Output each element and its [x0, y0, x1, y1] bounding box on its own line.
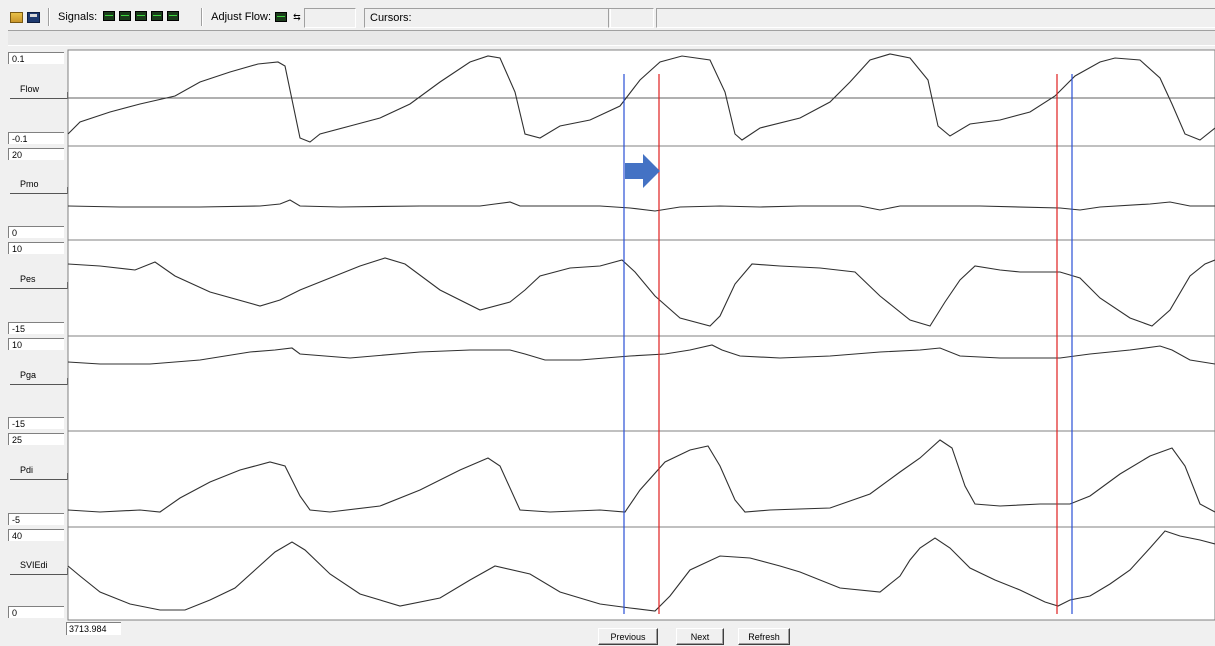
channel-name: Flow: [20, 84, 40, 94]
scale-min-field[interactable]: -0.1: [8, 132, 64, 144]
next-button-label: Next: [690, 632, 710, 642]
pdi-waveform: [67, 439, 1215, 513]
scale-min-field[interactable]: -5: [8, 513, 64, 525]
signals-label: Signals:: [58, 11, 98, 23]
previous-button-label: Previous: [610, 632, 646, 642]
refresh-button[interactable]: Refresh: [738, 628, 790, 645]
arrow-right-icon: [625, 154, 660, 188]
plot-area: [67, 49, 1215, 621]
scale-max-field[interactable]: 40: [8, 529, 64, 541]
sviedi-waveform: [67, 530, 1215, 612]
toolbar-separator: [48, 8, 50, 26]
scale-max-field[interactable]: 0.1: [8, 52, 64, 64]
channel-name: Pdi: [20, 465, 34, 475]
scale-min-field[interactable]: -15: [8, 417, 64, 429]
channel-name: SVIEdi: [20, 559, 48, 570]
channel-name: Pga: [20, 369, 37, 380]
scale-max-field[interactable]: 10: [8, 338, 64, 350]
signal-icon[interactable]: [167, 10, 180, 21]
toolbar-separator: [201, 8, 204, 26]
time-readout: 3713.984: [66, 622, 121, 635]
scale-max-field[interactable]: 20: [8, 148, 64, 160]
adjust-flow-label: Adjust Flow:: [211, 11, 272, 23]
scale-min-field[interactable]: 0: [8, 226, 64, 238]
cursors-field: Cursors:: [364, 8, 611, 28]
adjust-flow-icon[interactable]: ⇆: [293, 12, 301, 22]
pmo-waveform: [67, 199, 1215, 212]
cursors-label: Cursors:: [370, 12, 412, 24]
adjust-flow-signal-icon[interactable]: [275, 12, 288, 22]
pes-waveform: [67, 257, 1215, 327]
scale-max-field[interactable]: 10: [8, 242, 64, 254]
status-field: [656, 8, 1215, 28]
pga-waveform: [67, 344, 1215, 365]
open-file-icon[interactable]: [10, 11, 23, 23]
toolbar-field: [304, 8, 356, 28]
signal-icon[interactable]: [119, 10, 132, 21]
scale-min-field[interactable]: -15: [8, 322, 64, 334]
signal-icon[interactable]: [151, 10, 164, 21]
scale-max-field[interactable]: 25: [8, 433, 64, 445]
toolbar-field: [608, 8, 654, 28]
signal-icon[interactable]: [135, 10, 148, 21]
flow-waveform: [67, 53, 1215, 143]
channel-name: Pmo: [20, 179, 39, 189]
toolbar: Signals: Adjust Flow: ⇆: [0, 6, 1215, 28]
signal-icon[interactable]: [103, 10, 116, 21]
scale-min-field[interactable]: 0: [8, 606, 64, 618]
channel-name: Pes: [20, 274, 36, 284]
next-button[interactable]: Next: [676, 628, 724, 645]
info-bar: [8, 30, 1215, 46]
previous-button[interactable]: Previous: [598, 628, 658, 645]
save-icon[interactable]: [27, 11, 40, 23]
refresh-button-label: Refresh: [748, 632, 780, 642]
